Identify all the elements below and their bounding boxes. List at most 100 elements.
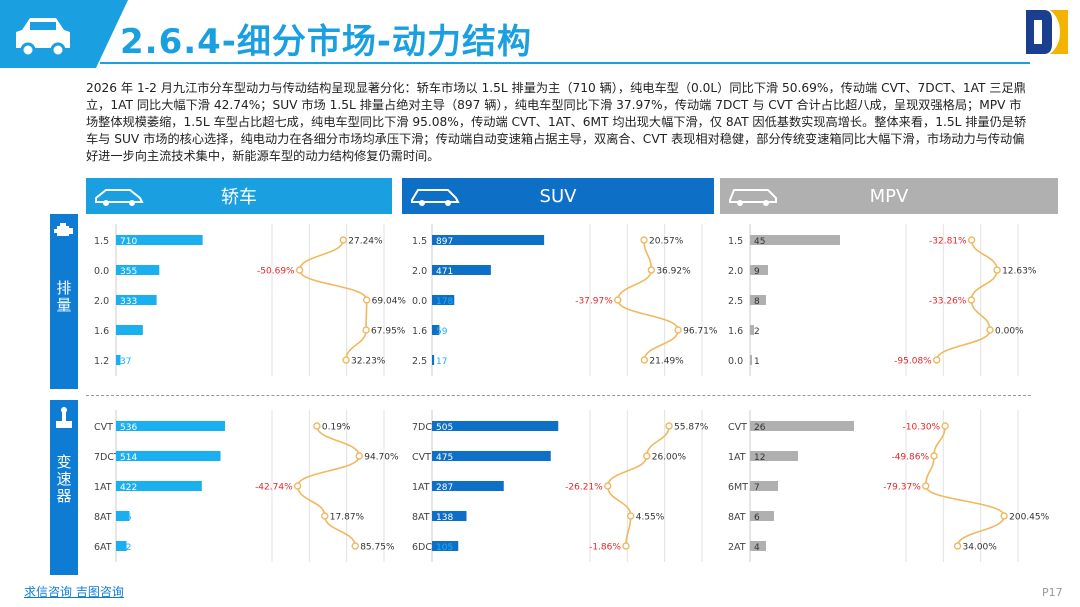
series-line bbox=[606, 425, 670, 547]
line-data-label: 32.23% bbox=[351, 357, 386, 367]
bar-value-label: 66 bbox=[120, 513, 132, 523]
bar-category-label: 2.5 bbox=[412, 356, 427, 367]
bar-value-label: 422 bbox=[120, 483, 137, 493]
line-data-label: -50.69% bbox=[257, 267, 295, 277]
bar-category-label: 1.6 bbox=[728, 326, 743, 337]
bar-value-label: 287 bbox=[436, 483, 453, 493]
line-data-label: 85.75% bbox=[360, 543, 395, 553]
bar-value-label: 178 bbox=[436, 297, 453, 307]
series-line bbox=[296, 425, 361, 547]
line-data-label: -79.37% bbox=[883, 483, 921, 493]
line-point bbox=[674, 326, 682, 334]
bar-value-label: 333 bbox=[120, 297, 137, 307]
bar-value-label: 37 bbox=[120, 357, 131, 367]
bar bbox=[116, 325, 143, 335]
line-data-label: 55.87% bbox=[674, 423, 709, 433]
line-data-label: 94.70% bbox=[364, 453, 399, 463]
line-point bbox=[362, 326, 370, 334]
bar bbox=[750, 421, 854, 431]
car-icon bbox=[16, 18, 70, 58]
brand-logo-icon bbox=[1026, 10, 1068, 54]
bar bbox=[432, 541, 459, 551]
bar bbox=[116, 481, 202, 491]
bar-category-label: 2.0 bbox=[728, 266, 743, 277]
bar-value-label: 7 bbox=[754, 483, 760, 493]
bar bbox=[750, 451, 798, 461]
bar bbox=[116, 295, 157, 305]
bar-value-label: 59 bbox=[436, 327, 448, 337]
bar-value-label: 514 bbox=[120, 453, 137, 463]
bar bbox=[116, 355, 121, 365]
line-point bbox=[665, 422, 673, 430]
bar bbox=[432, 481, 504, 491]
bar-value-label: 1 bbox=[754, 357, 760, 367]
mpv-icon bbox=[729, 189, 777, 206]
bar bbox=[432, 451, 551, 461]
bar-category-label: 8AT bbox=[412, 512, 430, 523]
line-point bbox=[321, 512, 329, 520]
bar-category-label: 7DCT bbox=[94, 452, 120, 463]
bar-value-label: 52 bbox=[120, 543, 131, 553]
bar-category-label: 6DCT bbox=[412, 542, 438, 553]
line-data-label: 17.87% bbox=[330, 513, 365, 523]
row-label: 排量 bbox=[54, 280, 73, 314]
footer-links[interactable]: 求信咨询 吉图咨询 bbox=[24, 585, 124, 599]
line-point bbox=[933, 356, 941, 364]
bar bbox=[432, 511, 467, 521]
bar bbox=[432, 325, 440, 335]
line-point bbox=[622, 542, 630, 550]
line-point bbox=[640, 356, 649, 364]
engine-icon bbox=[54, 223, 73, 236]
line-point bbox=[1000, 512, 1008, 520]
bar bbox=[750, 541, 766, 551]
bar-category-label: 6MT bbox=[728, 482, 748, 493]
line-data-label: 200.45% bbox=[1009, 513, 1049, 523]
line-data-label: 20.57% bbox=[649, 237, 684, 247]
bar bbox=[432, 295, 455, 305]
bar-category-label: 1.5 bbox=[412, 236, 427, 247]
line-data-label: -33.26% bbox=[929, 297, 967, 307]
line-point bbox=[953, 542, 962, 550]
bar-category-label: 8AT bbox=[94, 512, 112, 523]
line-point bbox=[640, 236, 648, 244]
bar-value-label: 897 bbox=[436, 237, 453, 247]
line-point bbox=[604, 482, 612, 490]
line-point bbox=[967, 296, 976, 304]
bar-value-label: 220 bbox=[120, 327, 137, 337]
line-data-label: -26.21% bbox=[565, 483, 603, 493]
line-data-label: 69.04% bbox=[372, 297, 407, 307]
line-data-label: 96.71% bbox=[683, 327, 718, 337]
bar bbox=[750, 235, 840, 245]
bar bbox=[750, 355, 752, 365]
row-label: 变速器 bbox=[54, 454, 73, 505]
bar-category-label: 0.0 bbox=[94, 266, 109, 277]
bar-category-label: 2.0 bbox=[94, 296, 109, 307]
row-header-transmission: 变速器 bbox=[50, 400, 78, 575]
line-point bbox=[993, 266, 1001, 274]
bar-value-label: 2 bbox=[754, 327, 760, 337]
bar bbox=[750, 511, 774, 521]
bar bbox=[432, 355, 435, 365]
line-data-label: 36.92% bbox=[656, 267, 691, 277]
bar-value-label: 471 bbox=[436, 267, 453, 277]
bar-value-label: 355 bbox=[120, 267, 137, 277]
bar-value-label: 26 bbox=[754, 423, 766, 433]
bar-category-label: 2AT bbox=[728, 542, 746, 553]
bar-category-label: 1.5 bbox=[728, 236, 743, 247]
bar bbox=[116, 541, 127, 551]
line-point bbox=[614, 296, 622, 304]
line-point bbox=[295, 266, 304, 274]
line-point bbox=[986, 326, 994, 334]
bar-category-label: CVT bbox=[94, 422, 113, 433]
bar bbox=[432, 235, 545, 245]
line-data-label: 26.00% bbox=[652, 453, 687, 463]
line-data-label: -37.97% bbox=[575, 297, 613, 307]
line-point bbox=[643, 452, 651, 460]
line-data-label: 21.49% bbox=[649, 357, 684, 367]
segment-label: MPV bbox=[869, 185, 909, 207]
row-divider bbox=[86, 395, 1031, 396]
bar-category-label: 1.2 bbox=[94, 356, 109, 367]
segment-header-sedan: 轿车 bbox=[86, 178, 392, 214]
bar-value-label: 8 bbox=[754, 297, 760, 307]
bar-value-label: 505 bbox=[436, 423, 453, 433]
